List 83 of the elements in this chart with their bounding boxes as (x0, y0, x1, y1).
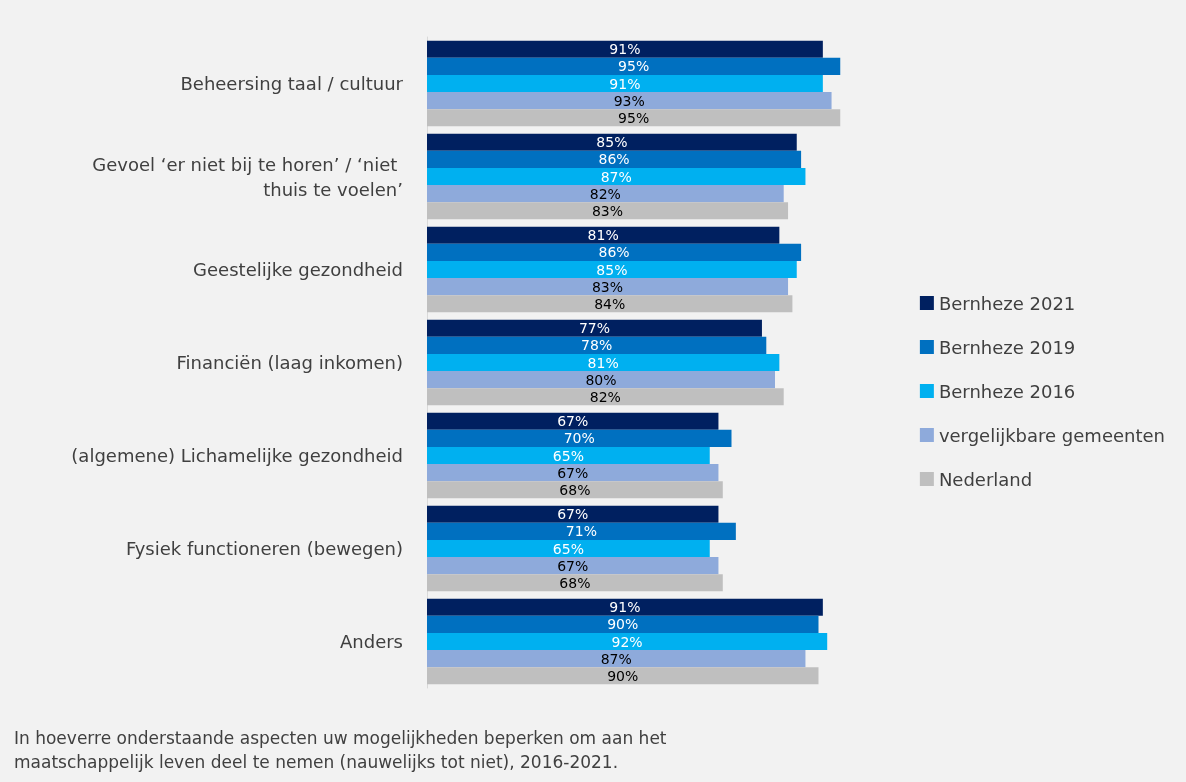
data-label: 67% (557, 506, 589, 523)
bar (427, 74, 823, 93)
bar (427, 615, 819, 633)
data-label: 86% (598, 244, 630, 261)
data-label: 68% (559, 574, 591, 591)
data-label: 87% (600, 650, 632, 667)
data-label: 77% (578, 320, 611, 337)
bar (427, 539, 710, 558)
data-label: 95% (618, 109, 650, 126)
bar (427, 598, 823, 616)
bar (427, 319, 762, 337)
bar (427, 226, 780, 244)
bar (427, 388, 784, 406)
data-label: 91% (609, 599, 641, 616)
legend-label: vergelijkbare gemeenten (938, 424, 1165, 446)
y-tick-label: Beheersing taal / cultuur (180, 73, 404, 94)
data-label: 90% (607, 667, 639, 684)
bar (427, 278, 789, 296)
legend-label: Bernheze 2019 (938, 336, 1076, 358)
bar (427, 336, 767, 354)
data-label: 86% (598, 151, 630, 168)
bar (427, 150, 802, 168)
bar (427, 429, 732, 447)
data-label: 80% (585, 371, 617, 388)
data-label: 87% (600, 168, 632, 185)
bar (427, 295, 793, 313)
bar (427, 243, 802, 261)
data-label: 85% (596, 261, 628, 278)
bar (427, 185, 784, 203)
data-label: 93% (613, 92, 645, 109)
bar (427, 353, 780, 372)
legend-label: Bernheze 2016 (938, 380, 1076, 402)
y-tick-label: Fysiek functioneren (bewegen) (125, 538, 403, 559)
bar (427, 202, 789, 220)
bar (427, 92, 832, 110)
data-label: 84% (594, 295, 626, 312)
bar (427, 650, 806, 668)
bar (427, 40, 823, 58)
bar (427, 464, 719, 482)
data-label: 67% (557, 557, 589, 574)
data-label: 95% (618, 58, 650, 75)
data-label: 65% (552, 540, 584, 557)
bar (427, 481, 723, 499)
bar (427, 574, 723, 592)
y-tick-label: Financiën (laag inkomen) (176, 352, 403, 373)
data-label: 90% (607, 616, 639, 633)
data-label: 78% (581, 337, 613, 354)
bar (427, 446, 710, 465)
data-label: 81% (587, 354, 619, 371)
text: In hoeverre onderstaande aspecten uw mogelijkheden beperken om aan het maatschappelijk leven deel te nemen (nauwelijks tot niet), 2016-2021. (14, 728, 672, 772)
data-label: 67% (557, 464, 589, 481)
data-label: 83% (591, 278, 624, 295)
y-tick-label: Geestelijke gezondheid (193, 259, 403, 280)
legend-label: Bernheze 2021 (938, 292, 1076, 314)
data-label: 91% (609, 41, 641, 58)
bar (427, 412, 719, 430)
bar (427, 667, 819, 685)
data-label: 67% (557, 413, 589, 430)
data-label: 70% (563, 430, 595, 447)
y-tick-label: Gevoel ‘er niet bij te horen’ / ‘niet thuis te voelen’ (92, 153, 403, 200)
bar (427, 260, 797, 279)
y-tick-label: Anders (340, 631, 403, 652)
bar (427, 57, 841, 75)
bar (427, 371, 775, 389)
y-tick-label: (algemene) Lichamelijke gezondheid (71, 445, 403, 466)
data-label: 65% (552, 447, 584, 464)
data-label: 85% (596, 134, 628, 151)
bar (427, 522, 736, 540)
bar (427, 167, 806, 186)
legend-label: Nederland (938, 468, 1033, 490)
data-label: 83% (591, 202, 624, 219)
data-label: 81% (587, 227, 619, 244)
data-label: 91% (609, 75, 641, 92)
data-label: 82% (589, 185, 621, 202)
data-label: 71% (565, 523, 597, 540)
bar (427, 557, 719, 575)
data-label: 92% (611, 633, 643, 650)
bar (427, 133, 797, 151)
data-label: 82% (589, 388, 621, 405)
bar (427, 109, 841, 127)
bar (427, 505, 719, 523)
bar (427, 632, 828, 651)
data-label: 68% (559, 481, 591, 498)
